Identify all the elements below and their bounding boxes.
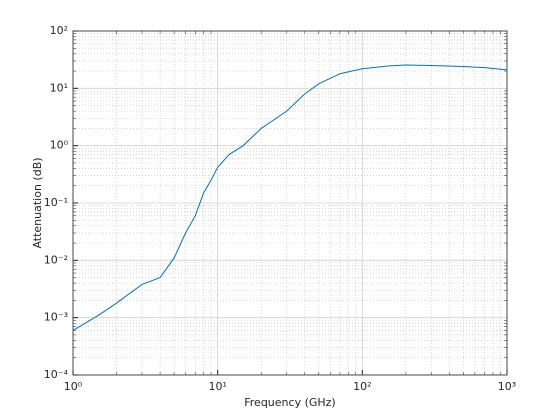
x-tick-label: 10¹ — [208, 380, 226, 393]
y-tick-label: 10⁻² — [44, 253, 68, 266]
x-tick-label: 10³ — [498, 380, 516, 393]
y-tick-label: 10⁻³ — [44, 311, 68, 324]
y-tick-label: 10⁻⁴ — [44, 368, 69, 381]
y-tick-label: 10¹ — [50, 81, 68, 94]
y-axis-label: Attenuation (dB) — [31, 157, 44, 248]
y-tick-label: 10⁰ — [50, 139, 69, 152]
x-tick-label: 10⁰ — [64, 380, 83, 393]
x-axis-label: Frequency (GHz) — [244, 396, 335, 409]
y-tick-label: 10² — [50, 24, 68, 37]
axes-box — [72, 30, 508, 376]
data-line — [72, 64, 508, 331]
y-tick-label: 10⁻¹ — [44, 196, 68, 209]
x-tick-label: 10² — [353, 380, 371, 393]
